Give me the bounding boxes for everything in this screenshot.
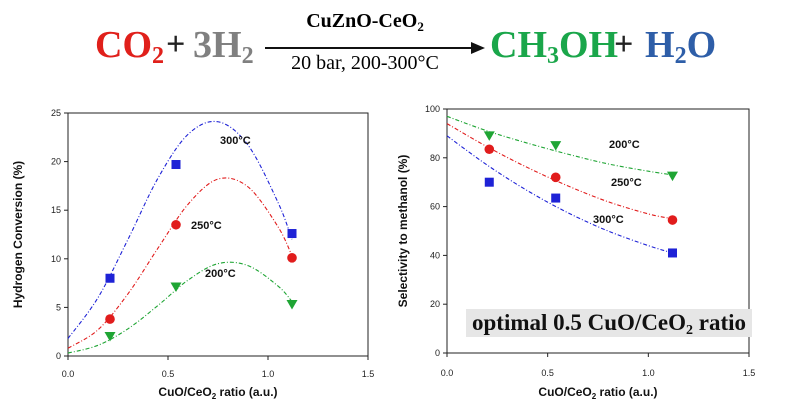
methanol-main: CH bbox=[490, 24, 547, 66]
product-methanol: CH3OH bbox=[490, 22, 618, 68]
reaction-equation: CO2 + 3H2 CuZnO-CeO2 20 bar, 200-300°C C… bbox=[0, 0, 800, 92]
y-axis-label: Selectivity to methanol (%) bbox=[396, 155, 410, 308]
data-point-300c bbox=[551, 193, 561, 203]
hydrogen-conversion-chart: 0.0 0.5 1.0 1.5 0 5 10 15 20 25 CuO/CeO2 ratio (a.… bbox=[11, 108, 375, 401]
catalyst-label: CuZnO-CeO2 bbox=[290, 10, 440, 33]
plot-frame bbox=[446, 108, 750, 354]
y-tick-label: 100 bbox=[425, 104, 440, 114]
conditions-label: 20 bar, 200-300°C bbox=[291, 52, 439, 74]
reactant-co2: CO2 bbox=[95, 22, 164, 68]
methanol-selectivity-chart: 0.0 0.5 1.0 1.5 0 20 40 60 80 100 CuO/CeO2 ratio (… bbox=[396, 104, 756, 401]
plot-frame bbox=[67, 112, 369, 357]
h2-main: 3H bbox=[193, 24, 242, 66]
data-point-200c bbox=[104, 332, 116, 342]
plus-sign-1: + bbox=[166, 26, 186, 63]
y-tick-label: 15 bbox=[51, 205, 61, 215]
co2-sub: 2 bbox=[152, 43, 164, 69]
water-rest: O bbox=[686, 24, 717, 66]
catalyst-sub: 2 bbox=[417, 19, 424, 34]
water-main: H bbox=[645, 24, 675, 66]
data-point-300c bbox=[171, 160, 181, 170]
data-point-200c bbox=[170, 282, 182, 292]
reactant-h2: 3H2 bbox=[193, 22, 254, 68]
data-point-250c bbox=[287, 253, 297, 263]
x-tick-label: 1.0 bbox=[642, 368, 655, 378]
data-point-200c bbox=[483, 131, 495, 141]
optimal-ratio-annotation: optimal 0.5 CuO/CeO2 ratio bbox=[466, 309, 753, 338]
series-label-200c: 200°C bbox=[205, 268, 236, 280]
x-tick-label: 0.5 bbox=[541, 368, 554, 378]
data-point-200c bbox=[286, 299, 298, 310]
data-point-300c bbox=[484, 177, 494, 187]
x-axis-label: CuO/CeO2 ratio (a.u.) bbox=[158, 385, 277, 401]
plus-sign-2: + bbox=[614, 26, 634, 63]
y-tick-label: 0 bbox=[435, 348, 440, 358]
data-point-250c bbox=[171, 219, 181, 230]
y-tick-label: 20 bbox=[430, 299, 440, 309]
x-axis-label: CuO/CeO2 ratio (a.u.) bbox=[538, 385, 657, 401]
product-water: H2O bbox=[645, 22, 716, 68]
x-tick-label: 1.5 bbox=[362, 369, 375, 379]
fit-curve-250c bbox=[67, 177, 293, 349]
fit-curve-200c bbox=[446, 115, 673, 176]
x-tick-label: 0.5 bbox=[162, 369, 175, 379]
data-point-250c bbox=[484, 144, 495, 155]
data-point-250c bbox=[550, 172, 561, 183]
x-tick-label: 1.5 bbox=[743, 368, 756, 378]
y-tick-label: 0 bbox=[56, 351, 61, 361]
series-label-250c: 250°C bbox=[611, 177, 642, 189]
y-tick-label: 5 bbox=[56, 302, 61, 312]
x-tick-label: 0.0 bbox=[62, 369, 75, 379]
data-point-250c bbox=[667, 215, 678, 225]
y-tick-label: 80 bbox=[430, 153, 440, 163]
optimal-ratio-rest: ratio bbox=[693, 310, 747, 335]
optimal-ratio-text: optimal 0.5 CuO/CeO bbox=[472, 310, 687, 335]
fit-curve-250c bbox=[446, 123, 673, 220]
y-axis-label: Hydrogen Conversion (%) bbox=[11, 161, 25, 308]
catalyst-main: CuZnO-CeO bbox=[306, 10, 418, 32]
h2-sub: 2 bbox=[241, 43, 254, 69]
x-tick-label: 1.0 bbox=[262, 369, 275, 379]
data-point-300c bbox=[287, 229, 297, 239]
reaction-arrow bbox=[265, 42, 485, 54]
series-label-300c: 300°C bbox=[220, 135, 251, 147]
data-point-250c bbox=[105, 314, 115, 324]
y-tick-label: 40 bbox=[430, 250, 440, 260]
water-sub: 2 bbox=[674, 43, 687, 69]
co2-main: CO bbox=[95, 24, 152, 66]
fit-curve-200c bbox=[67, 261, 293, 354]
series-label-250c: 250°C bbox=[191, 220, 222, 232]
optimal-ratio-sub: 2 bbox=[686, 323, 694, 338]
data-point-300c bbox=[667, 248, 677, 258]
y-tick-label: 20 bbox=[51, 157, 61, 167]
series-label-200c: 200°C bbox=[609, 139, 640, 151]
data-point-200c bbox=[550, 141, 562, 151]
methanol-sub: 3 bbox=[547, 43, 559, 69]
y-tick-label: 60 bbox=[430, 202, 440, 212]
y-tick-label: 25 bbox=[51, 108, 61, 118]
data-point-300c bbox=[105, 273, 115, 283]
methanol-rest: OH bbox=[559, 24, 619, 66]
fit-curve-300c bbox=[67, 120, 293, 339]
series-label-300c: 300°C bbox=[593, 214, 624, 226]
data-point-200c bbox=[666, 171, 678, 182]
y-tick-label: 10 bbox=[51, 254, 61, 264]
x-tick-label: 0.0 bbox=[441, 368, 454, 378]
